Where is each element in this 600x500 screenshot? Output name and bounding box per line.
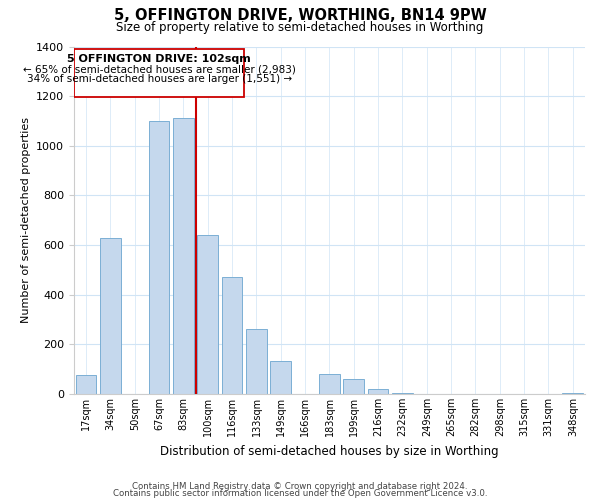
Text: ← 65% of semi-detached houses are smaller (2,983): ← 65% of semi-detached houses are smalle… bbox=[23, 64, 296, 74]
Bar bbox=[149, 121, 169, 394]
Bar bbox=[100, 238, 121, 394]
Text: Contains public sector information licensed under the Open Government Licence v3: Contains public sector information licen… bbox=[113, 490, 487, 498]
Bar bbox=[173, 118, 194, 394]
Bar bbox=[368, 389, 388, 394]
Bar bbox=[246, 330, 267, 394]
Text: Contains HM Land Registry data © Crown copyright and database right 2024.: Contains HM Land Registry data © Crown c… bbox=[132, 482, 468, 491]
Bar bbox=[319, 374, 340, 394]
Bar bbox=[392, 393, 413, 394]
X-axis label: Distribution of semi-detached houses by size in Worthing: Distribution of semi-detached houses by … bbox=[160, 444, 499, 458]
Text: 5 OFFINGTON DRIVE: 102sqm: 5 OFFINGTON DRIVE: 102sqm bbox=[67, 54, 251, 64]
Bar bbox=[74, 50, 244, 98]
Text: 5, OFFINGTON DRIVE, WORTHING, BN14 9PW: 5, OFFINGTON DRIVE, WORTHING, BN14 9PW bbox=[113, 8, 487, 22]
Bar bbox=[197, 235, 218, 394]
Bar bbox=[76, 376, 97, 394]
Bar bbox=[343, 379, 364, 394]
Text: Size of property relative to semi-detached houses in Worthing: Size of property relative to semi-detach… bbox=[116, 21, 484, 34]
Bar bbox=[562, 393, 583, 394]
Text: 34% of semi-detached houses are larger (1,551) →: 34% of semi-detached houses are larger (… bbox=[26, 74, 292, 84]
Bar bbox=[271, 360, 291, 394]
Bar bbox=[222, 278, 242, 394]
Y-axis label: Number of semi-detached properties: Number of semi-detached properties bbox=[20, 118, 31, 324]
